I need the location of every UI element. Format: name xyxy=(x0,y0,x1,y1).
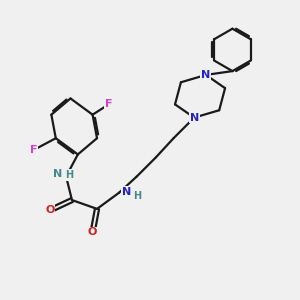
Text: F: F xyxy=(105,99,112,110)
Text: N: N xyxy=(52,169,62,179)
Text: H: H xyxy=(65,170,73,180)
Text: O: O xyxy=(88,227,97,237)
Text: F: F xyxy=(30,145,38,155)
Text: O: O xyxy=(45,206,55,215)
Text: N: N xyxy=(201,70,211,80)
Text: N: N xyxy=(122,187,131,197)
Text: N: N xyxy=(190,112,199,123)
Text: H: H xyxy=(133,191,141,201)
